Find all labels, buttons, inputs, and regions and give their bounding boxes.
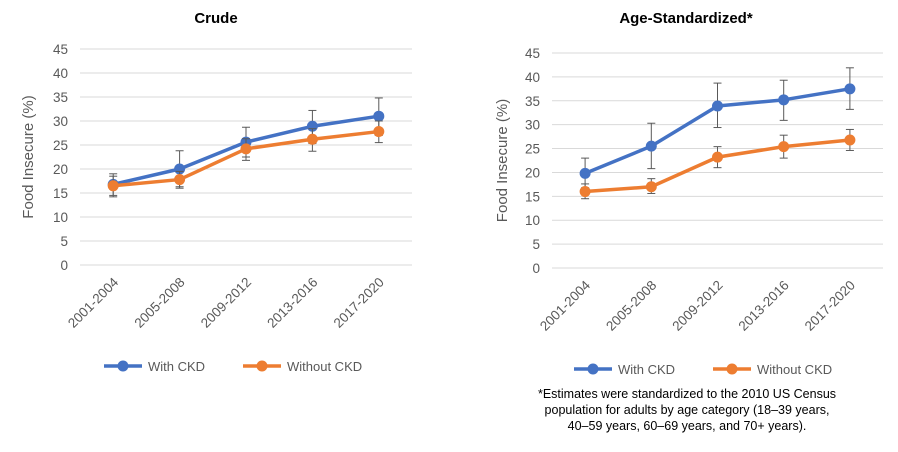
legend-marker <box>587 363 599 375</box>
x-tick-label: 2005-2008 <box>131 275 187 331</box>
x-tick-label: 2017-2020 <box>802 278 858 334</box>
y-tick-label: 0 <box>532 261 540 276</box>
series-without-ckd <box>107 120 385 198</box>
legend-label: With CKD <box>618 362 675 377</box>
y-axis-label: Food Insecure (%) <box>20 95 37 218</box>
x-tick-label: 2013-2016 <box>264 275 320 331</box>
y-tick-label: 35 <box>53 90 68 105</box>
legend-label: With CKD <box>148 359 205 374</box>
data-point <box>579 167 591 179</box>
x-tick-label: 2001-2004 <box>65 274 122 331</box>
chart-title: Age-Standardized* <box>619 10 753 27</box>
footnote-line: 40–59 years, 60–69 years, and 70+ years)… <box>568 419 807 433</box>
y-tick-label: 15 <box>53 186 68 201</box>
data-point <box>107 180 119 192</box>
x-tick-label: 2017-2020 <box>331 275 387 331</box>
age-standardized-chart: Age-Standardized* 0 5 10 15 20 25 30 35 40 45 Food … <box>494 10 883 433</box>
y-tick-label: 45 <box>53 42 68 57</box>
y-tick-label: 5 <box>60 234 68 249</box>
legend-label: Without CKD <box>757 362 832 377</box>
y-tick-label: 30 <box>53 114 68 129</box>
y-tick-label: 30 <box>525 118 540 133</box>
x-tick-label: 2001-2004 <box>537 277 594 334</box>
y-tick-label: 0 <box>60 258 68 273</box>
data-point <box>844 83 856 95</box>
y-tick-label: 10 <box>525 213 540 228</box>
crude-chart: Crude 0 5 10 15 20 25 30 35 40 45 Food Insecure (%)… <box>20 10 412 374</box>
x-tick-label: 2013-2016 <box>736 278 792 334</box>
y-tick-label: 45 <box>525 46 540 61</box>
data-point <box>712 151 723 163</box>
y-tick-label: 40 <box>53 66 68 81</box>
x-tick-label: 2005-2008 <box>603 278 659 334</box>
footnote-line: *Estimates were standardized to the 2010… <box>538 387 836 401</box>
series-without-ckd <box>579 128 856 200</box>
data-point <box>645 181 657 193</box>
legend-marker <box>256 360 268 372</box>
data-point <box>373 126 385 138</box>
y-axis-label: Food Insecure (%) <box>494 99 511 222</box>
data-point <box>778 94 790 106</box>
x-tick-label: 2009-2012 <box>669 278 725 334</box>
data-point <box>844 134 856 146</box>
legend-marker <box>726 363 738 375</box>
legend-label: Without CKD <box>287 359 362 374</box>
y-tick-label: 10 <box>53 210 68 225</box>
x-tick-label: 2009-2012 <box>198 275 254 331</box>
y-tick-label: 35 <box>525 94 540 109</box>
data-point <box>240 143 252 155</box>
data-point <box>174 174 186 186</box>
y-tick-label: 20 <box>53 162 68 177</box>
y-tick-label: 40 <box>525 70 540 85</box>
footnote-line: population for adults by age category (1… <box>545 403 830 417</box>
data-point <box>373 110 385 122</box>
y-tick-label: 25 <box>525 142 540 157</box>
y-tick-label: 5 <box>532 237 540 252</box>
y-tick-label: 20 <box>525 165 540 180</box>
y-tick-label: 25 <box>53 138 68 153</box>
data-point <box>778 141 790 153</box>
data-point <box>579 186 591 198</box>
data-point <box>712 100 723 112</box>
y-tick-label: 15 <box>525 189 540 204</box>
series-with-ckd <box>579 67 856 189</box>
data-point <box>645 140 657 152</box>
data-point <box>306 133 318 145</box>
chart-title: Crude <box>194 10 237 27</box>
legend-marker <box>117 360 129 372</box>
